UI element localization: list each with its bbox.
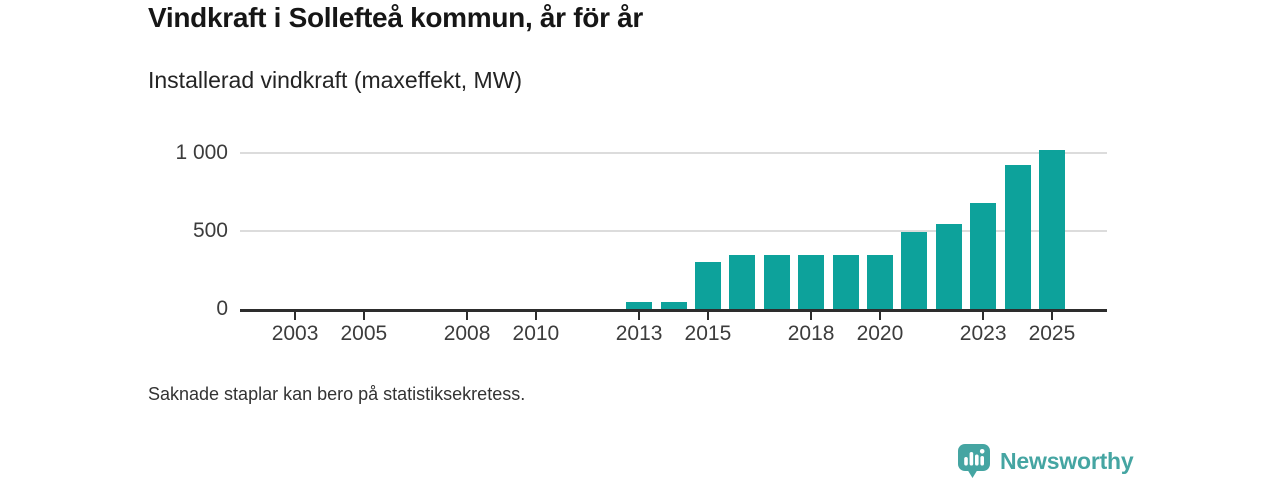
plot-area <box>240 140 1107 312</box>
y-tick-label-0: 0 <box>216 297 228 320</box>
x-tick-label-2005: 2005 <box>340 322 388 345</box>
x-tick-mark-2010 <box>534 312 537 320</box>
x-tick-mark-2018 <box>810 312 813 320</box>
chart-title: Vindkraft i Sollefteå kommun, år för år <box>148 2 644 33</box>
x-tick-mark-2008 <box>466 312 469 320</box>
y-tick-label-500: 500 <box>192 218 228 242</box>
bar-2020 <box>866 255 893 309</box>
x-tick-label-2008: 2008 <box>443 322 491 345</box>
x-tick-mark-2023 <box>982 312 985 320</box>
bar-2023 <box>970 203 997 309</box>
gridline-500 <box>240 229 1107 232</box>
bar-2022 <box>935 223 962 309</box>
x-tick-label-2018: 2018 <box>787 322 835 345</box>
newsworthy-logo: Newsworthy <box>957 443 1134 479</box>
x-tick-mark-2003 <box>294 312 297 320</box>
x-tick-label-2010: 2010 <box>512 322 560 345</box>
x-tick-mark-2013 <box>638 312 641 320</box>
bar-2016 <box>729 255 756 309</box>
bar-2015 <box>694 262 721 309</box>
x-tick-mark-2015 <box>706 312 709 320</box>
gridline-1000 <box>240 151 1107 154</box>
x-tick-label-2020: 2020 <box>856 322 904 345</box>
bar-2018 <box>798 255 825 309</box>
newsworthy-chart-bubble-icon <box>958 444 990 478</box>
x-tick-mark-2020 <box>878 312 881 320</box>
bar-2024 <box>1004 165 1031 309</box>
bar-2021 <box>901 232 928 309</box>
bar-2017 <box>763 255 790 309</box>
x-axis: 2003 2005 2008 2010 2013 2015 2018 2020 2023 2025 <box>240 309 1107 359</box>
x-tick-label-2023: 2023 <box>959 322 1007 345</box>
y-axis-labels: 0 500 1 000 <box>108 140 228 320</box>
bar-2013 <box>626 302 653 309</box>
bar-2014 <box>660 302 687 309</box>
x-tick-label-2003: 2003 <box>271 322 319 345</box>
x-tick-mark-2005 <box>362 312 365 320</box>
footnote: Saknade staplar kan bero på statistiksek… <box>148 384 526 404</box>
x-tick-label-2013: 2013 <box>615 322 663 345</box>
x-tick-label-2015: 2015 <box>684 322 732 345</box>
bar-2025 <box>1038 150 1065 309</box>
newsworthy-wordmark: Newsworthy <box>1000 447 1134 474</box>
bar-chart: 0 500 1 000 2003 2005 2008 2010 2013 2015 2018 20… <box>108 140 1107 359</box>
y-tick-label-1000: 1 000 <box>175 140 228 164</box>
chart-subtitle: Installerad vindkraft (maxeffekt, MW) <box>148 67 523 93</box>
x-tick-label-2025: 2025 <box>1028 322 1076 345</box>
bar-2019 <box>832 255 859 309</box>
x-tick-mark-2025 <box>1050 312 1053 320</box>
